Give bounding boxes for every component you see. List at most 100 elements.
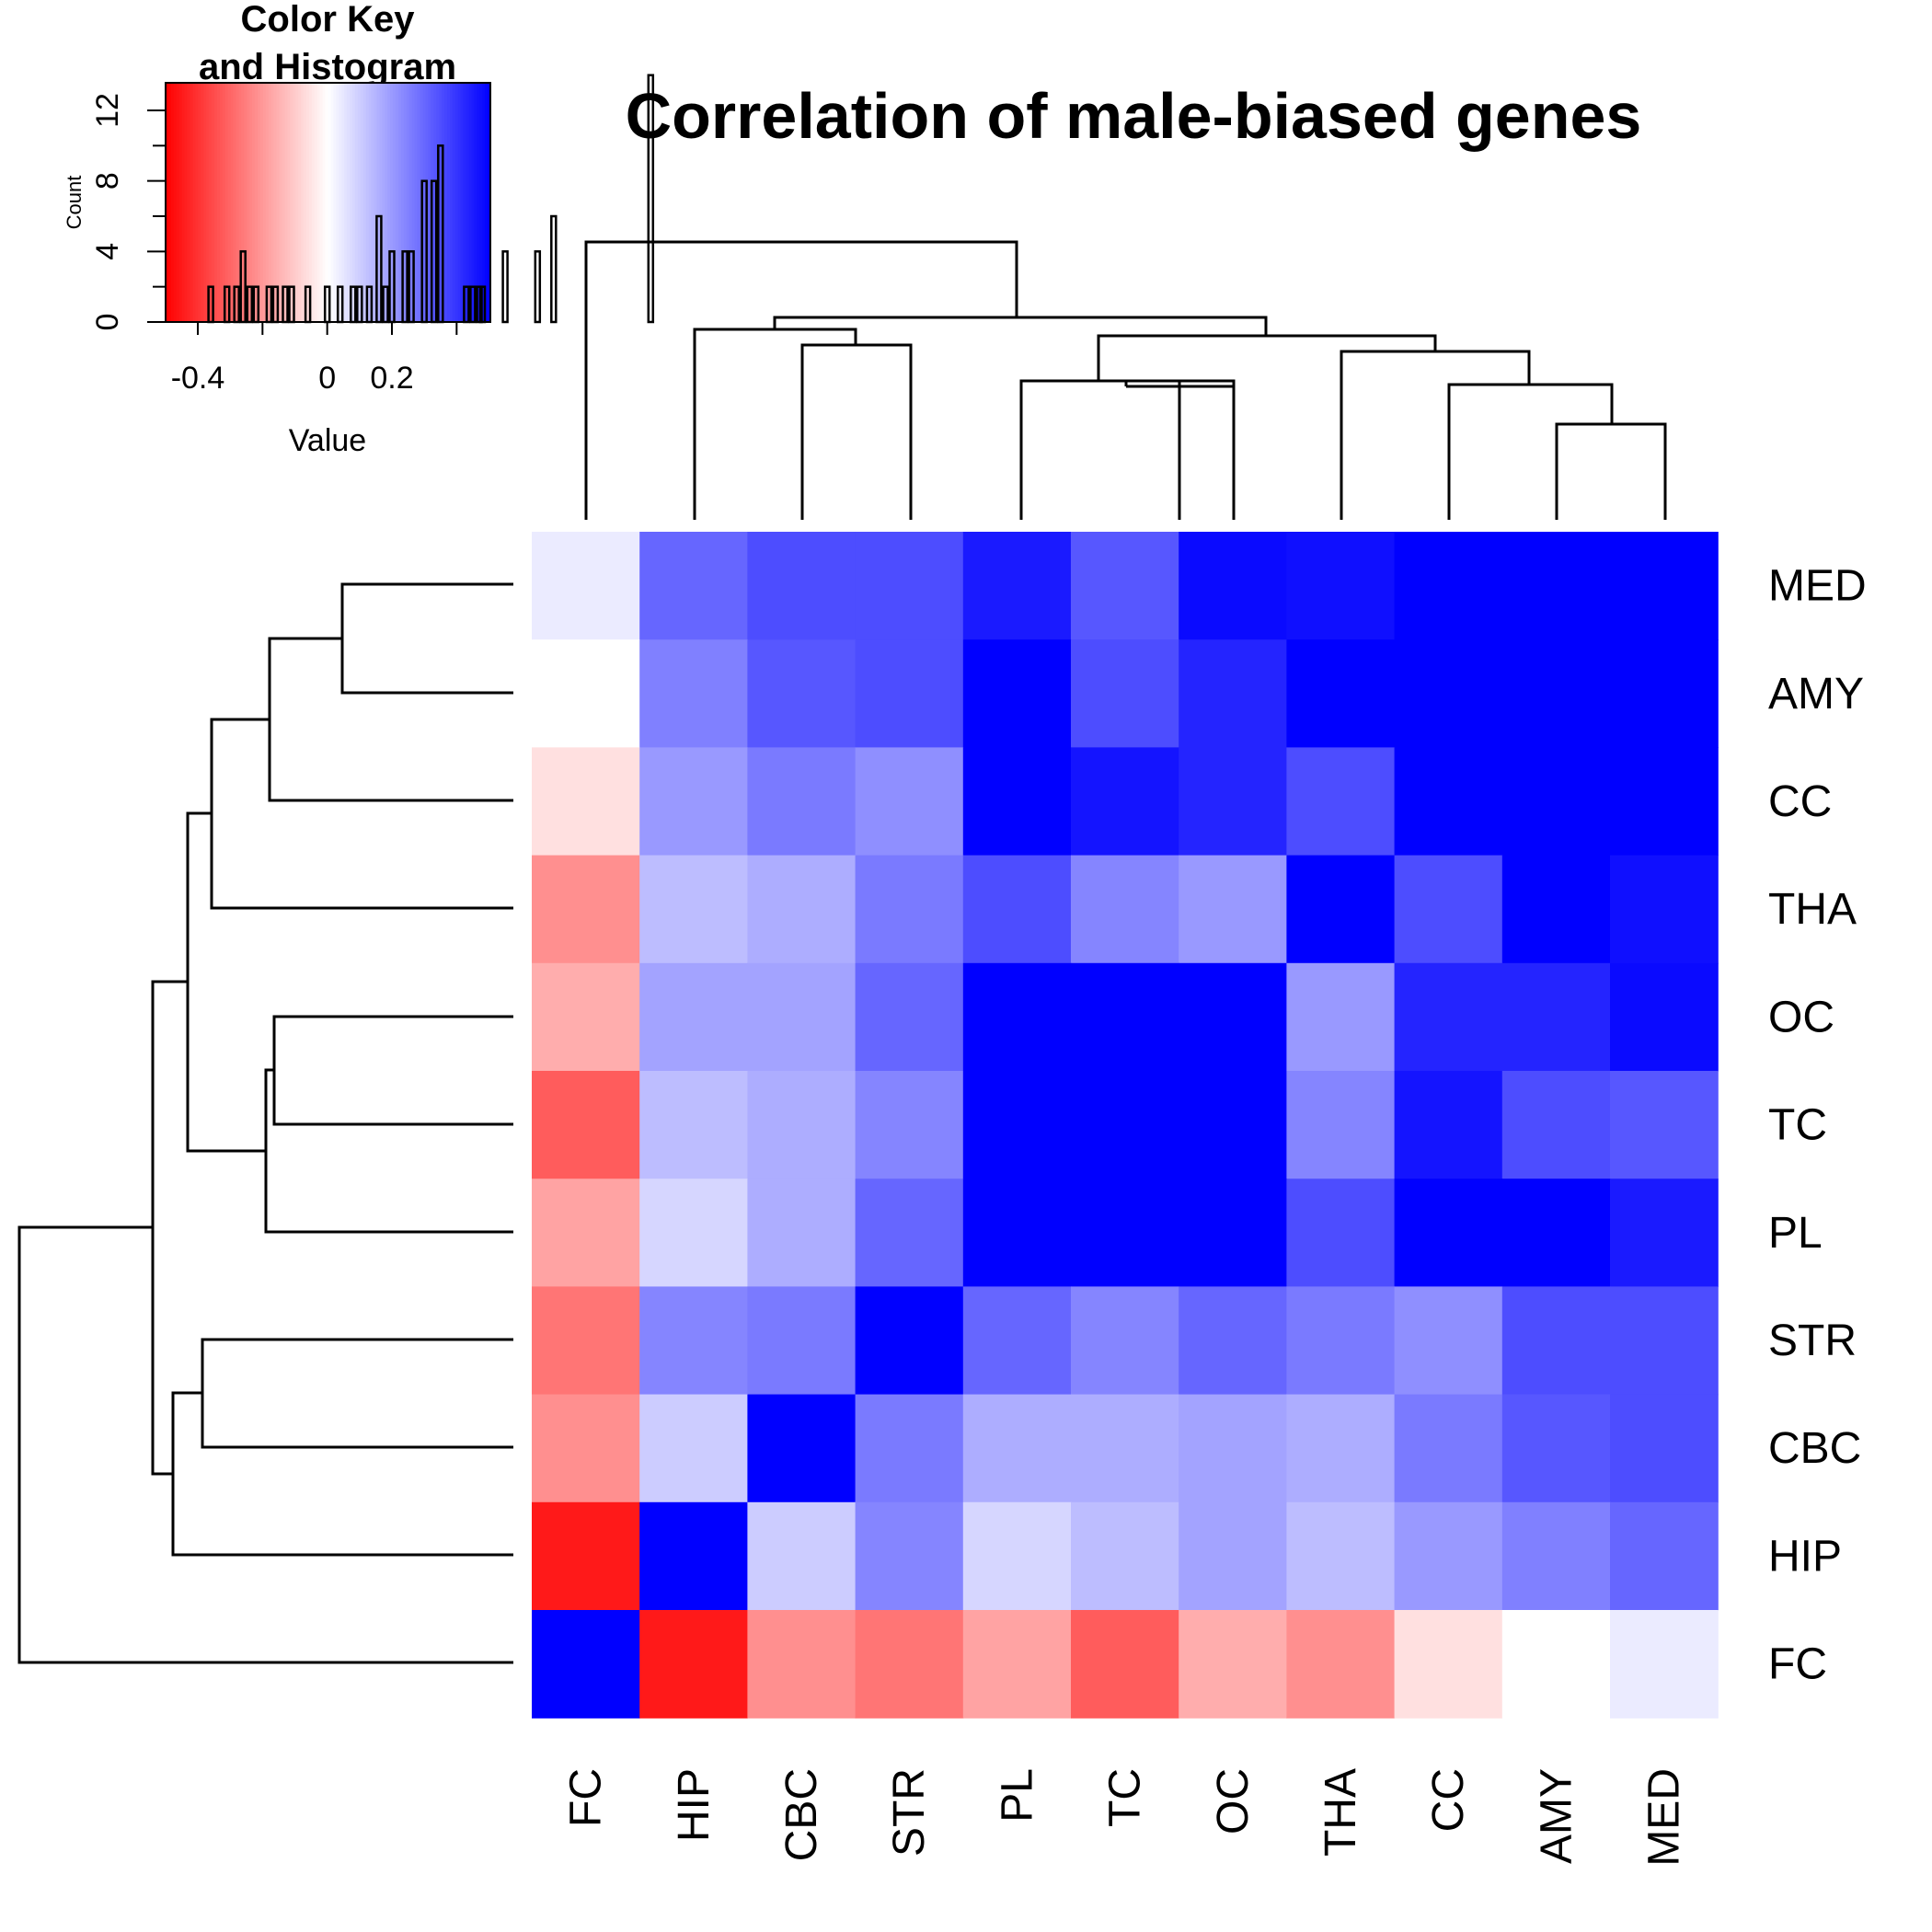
heatmap-cell-tc-cc xyxy=(1394,1071,1503,1179)
color-key-gradient-step xyxy=(443,83,448,322)
histogram-bar xyxy=(463,285,470,324)
color-key-gradient-step xyxy=(351,83,356,322)
column-label-tc: TC xyxy=(1101,1768,1150,1827)
color-key-gradient-step xyxy=(236,83,240,322)
heatmap-cell-cbc-tha xyxy=(1286,1394,1396,1503)
heatmap-cell-str-oc xyxy=(1179,1286,1287,1396)
heatmap-cell-fc-med xyxy=(1610,1610,1719,1719)
histogram-bar xyxy=(401,250,408,324)
color-key-gradient-step xyxy=(212,83,215,322)
color-key-gradient-step xyxy=(379,83,383,322)
color-key-gradient-step xyxy=(344,83,348,322)
color-key-gradient-step xyxy=(322,83,327,322)
heatmap-cell-str-fc xyxy=(532,1286,640,1396)
color-key-gradient-step xyxy=(252,83,256,322)
heatmap-cell-pl-str xyxy=(855,1179,964,1287)
color-key-gradient-step xyxy=(227,83,232,322)
heatmap-cell-tc-cbc xyxy=(747,1071,857,1179)
color-key-gradient-step xyxy=(198,83,201,322)
heatmap-cell-pl-pl xyxy=(962,1179,1072,1287)
histogram-bar xyxy=(647,74,655,324)
column-label-cbc: CBC xyxy=(777,1768,826,1861)
histogram-bar xyxy=(365,285,374,324)
row-label-tc: TC xyxy=(1768,1101,1827,1150)
heatmap-cell-pl-med xyxy=(1610,1179,1719,1287)
histogram-bar xyxy=(550,214,558,324)
color-key-gradient-step xyxy=(258,83,261,322)
heatmap-cell-cc-tc xyxy=(1071,747,1179,857)
color-key-gradient-step xyxy=(190,83,194,322)
heatmap-cell-fc-cc xyxy=(1394,1610,1503,1719)
color-key-gradient-step xyxy=(224,83,229,322)
color-key-gradient-step xyxy=(374,83,378,322)
heatmap-cell-amy-tha xyxy=(1286,639,1396,748)
column-label-oc: OC xyxy=(1209,1768,1258,1834)
color-key-gradient-step xyxy=(305,83,310,322)
color-key-gradient-step xyxy=(216,83,221,322)
heatmap-cell-str-str xyxy=(855,1286,964,1396)
color-key-gradient-step xyxy=(446,83,451,322)
heatmap-cell-cbc-cc xyxy=(1394,1394,1503,1503)
heatmap-cell-pl-hip xyxy=(639,1179,748,1287)
color-key-gradient-step xyxy=(385,83,388,322)
color-key-gradient-step xyxy=(319,83,324,322)
color-key-gradient-step xyxy=(397,83,402,322)
color-key-gradient-step xyxy=(176,83,180,322)
heatmap-cell-pl-tha xyxy=(1286,1179,1396,1287)
color-key-gradient-step xyxy=(222,83,226,322)
color-key-gradient-step xyxy=(311,83,316,322)
heatmap-cell-cbc-amy xyxy=(1501,1394,1611,1503)
row-label-str: STR xyxy=(1768,1317,1857,1365)
color-key-gradient-step xyxy=(463,83,467,322)
heatmap-cell-pl-amy xyxy=(1501,1179,1611,1287)
heatmap-cell-tc-pl xyxy=(962,1071,1072,1179)
color-key-gradient-step xyxy=(238,83,242,322)
heatmap-cell-oc-pl xyxy=(962,962,1072,1072)
column-label-cc: CC xyxy=(1424,1768,1473,1832)
heatmap-cell-tc-str xyxy=(855,1071,964,1179)
heatmap-cell-oc-oc xyxy=(1179,962,1287,1072)
heatmap-cell-tha-cbc xyxy=(747,855,857,964)
heatmap-cell-str-cc xyxy=(1394,1286,1503,1396)
color-key-gradient-step xyxy=(362,83,367,322)
heatmap-cell-fc-amy xyxy=(1501,1610,1611,1719)
color-key-y-tick-label: 12 xyxy=(90,93,125,128)
heatmap-cell-cbc-hip xyxy=(639,1394,748,1503)
heatmap-cell-str-tc xyxy=(1071,1286,1179,1396)
color-key-gradient-step xyxy=(417,83,421,322)
heatmap-cell-hip-oc xyxy=(1179,1501,1287,1611)
heatmap-cell-oc-hip xyxy=(639,962,748,1072)
heatmap-cell-tc-fc xyxy=(532,1071,640,1179)
heatmap-cell-pl-cc xyxy=(1394,1179,1503,1287)
color-key-gradient-step xyxy=(452,83,456,322)
histogram-bar xyxy=(336,285,344,324)
color-key-y-tick-label: 8 xyxy=(90,172,125,190)
color-key-gradient-step xyxy=(474,83,477,322)
heatmap-cell-str-amy xyxy=(1501,1286,1611,1396)
color-key-gradient-step xyxy=(304,83,307,322)
row-label-fc: FC xyxy=(1768,1640,1827,1689)
histogram-bar xyxy=(233,285,240,324)
color-key-gradient-step xyxy=(471,83,475,322)
color-key-gradient-step xyxy=(357,83,362,322)
color-key-gradient-step xyxy=(347,83,351,322)
color-key-gradient-step xyxy=(406,83,410,322)
color-key-gradient-step xyxy=(477,83,480,322)
color-key-gradient-step xyxy=(209,83,213,322)
histogram-bar xyxy=(501,250,509,324)
heatmap-cell-cc-hip xyxy=(639,747,748,857)
column-label-hip: HIP xyxy=(670,1768,719,1842)
color-key-gradient-step xyxy=(282,83,286,322)
heatmap-cell-hip-tha xyxy=(1286,1501,1396,1611)
heatmap-cell-hip-str xyxy=(855,1501,964,1611)
histogram-bar xyxy=(304,285,312,324)
color-key-gradient-step xyxy=(422,83,426,322)
color-key-gradient-step xyxy=(390,83,394,322)
color-key-gradient-step xyxy=(454,83,459,322)
color-key-gradient-step xyxy=(341,83,345,322)
heatmap-cell-hip-hip xyxy=(639,1501,748,1611)
heatmap-cell-tha-oc xyxy=(1179,855,1287,964)
color-key-gradient-step xyxy=(206,83,210,322)
heatmap-cell-tha-med xyxy=(1610,855,1719,964)
